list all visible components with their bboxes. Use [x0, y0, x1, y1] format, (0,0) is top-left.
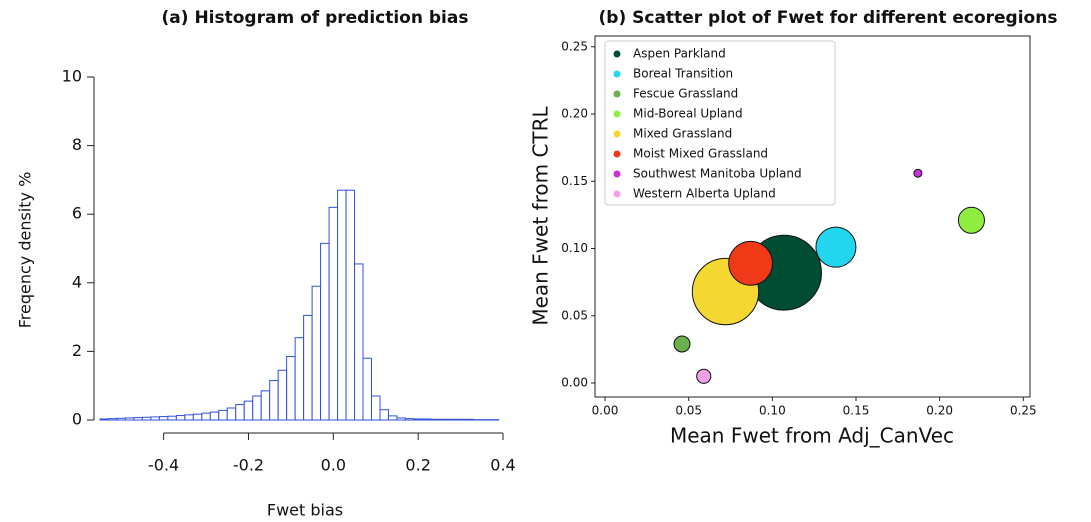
histogram-bar: [99, 418, 109, 421]
legend-marker: [613, 190, 621, 198]
legend-label: Mid-Boreal Upland: [633, 107, 743, 121]
legend-marker: [613, 130, 621, 138]
histogram-bar: [328, 206, 339, 421]
scatter-point: [815, 226, 857, 268]
histogram-bar: [345, 189, 356, 421]
y-axis-label: Freqency density %: [16, 172, 35, 329]
histogram-bar: [175, 415, 186, 421]
histogram-bar: [150, 416, 160, 421]
histogram-bar: [387, 415, 398, 421]
scatter-point: [957, 206, 985, 234]
y-tick-label: 0.25: [561, 39, 588, 53]
histogram-bar: [218, 409, 228, 421]
histogram-bar: [167, 415, 177, 421]
histogram-bar: [421, 418, 432, 421]
x-tick-label: 0.0: [321, 456, 346, 475]
histogram-bar: [303, 314, 313, 421]
x-tick-label: 0.00: [592, 404, 619, 418]
y-tick-label: 0: [72, 410, 82, 429]
legend-marker: [613, 50, 621, 58]
histogram-bar: [438, 418, 449, 421]
plot-frame: [594, 35, 1031, 398]
y-tick-label: 0.15: [561, 174, 588, 188]
x-tick-label: -0.4: [148, 456, 179, 475]
legend-label: Fescue Grassland: [633, 87, 738, 101]
legend-marker: [613, 90, 621, 98]
y-tick-label: 2: [72, 341, 82, 360]
histogram-bar: [192, 413, 203, 421]
y-axis-label: Mean Fwet from CTRL: [529, 105, 553, 325]
x-tick-label: 0.20: [926, 404, 953, 418]
histogram-bar: [354, 263, 364, 421]
legend-label: Aspen Parkland: [633, 47, 726, 61]
x-tick-label: 0.10: [759, 404, 786, 418]
y-tick-label: 10: [62, 67, 82, 86]
histogram-bar: [294, 337, 305, 421]
histogram-bar: [464, 418, 474, 421]
histogram-bar: [362, 357, 372, 421]
legend-label: Southwest Manitoba Upland: [633, 167, 802, 181]
histogram-bar: [116, 417, 126, 421]
scatter-point: [913, 168, 923, 178]
chart-title: (b) Scatter plot of Fwet for different e…: [599, 8, 1058, 28]
histogram-bar: [243, 400, 254, 421]
legend-label: Western Alberta Upland: [633, 187, 776, 201]
histogram-bar: [141, 416, 152, 421]
histogram-bar: [447, 418, 457, 421]
histogram-bar: [396, 417, 406, 421]
y-tick-label: 0.10: [561, 241, 588, 255]
legend-marker: [613, 70, 621, 78]
x-tick-label: 0.15: [843, 404, 870, 418]
y-tick-label: 8: [72, 135, 82, 154]
x-tick-label: -0.2: [233, 456, 264, 475]
histogram-bar: [260, 390, 271, 421]
legend-marker: [613, 170, 621, 178]
histogram-bar: [320, 242, 330, 421]
histogram-bar: [337, 189, 347, 421]
histogram-bar: [209, 411, 220, 421]
x-tick-label: 0.25: [1010, 404, 1037, 418]
histogram-bar: [430, 418, 440, 421]
histogram-bar: [158, 416, 169, 421]
histogram-bar: [379, 409, 389, 421]
histogram-bar: [107, 418, 118, 421]
chart-title: (a) Histogram of prediction bias: [162, 8, 469, 28]
histogram-bar: [252, 395, 262, 421]
scatter-point: [696, 368, 712, 384]
x-axis-label: Mean Fwet from Adj_CanVec: [670, 424, 954, 448]
histogram-bar: [133, 417, 143, 421]
legend-label: Mixed Grassland: [633, 127, 732, 141]
legend-label: Boreal Transition: [633, 67, 733, 81]
y-tick-label: 0.00: [561, 376, 588, 390]
x-tick-label: 0.05: [675, 404, 702, 418]
legend-box: [604, 40, 836, 206]
legend-marker: [613, 150, 621, 158]
histogram-bar: [370, 395, 381, 421]
y-tick-label: 6: [72, 204, 82, 223]
histogram-bar: [184, 414, 194, 421]
scatter-point: [728, 240, 774, 286]
y-tick-label: 4: [72, 272, 82, 291]
legend-marker: [613, 110, 621, 118]
histogram-bar: [455, 418, 466, 421]
histogram-bar: [124, 417, 135, 421]
histogram-bar: [269, 380, 279, 421]
histogram-bar: [311, 285, 322, 421]
histogram-bar: [277, 369, 288, 421]
y-tick-label: 0.20: [561, 107, 588, 121]
x-tick-label: 0.2: [405, 456, 430, 475]
scatter-point: [673, 335, 691, 353]
histogram-bar: [226, 407, 237, 421]
histogram-bar: [413, 418, 423, 421]
x-tick-label: 0.4: [490, 456, 515, 475]
histogram-bar: [201, 412, 211, 421]
legend-label: Moist Mixed Grassland: [633, 147, 768, 161]
histogram-bar: [404, 418, 415, 421]
histogram-bar: [286, 356, 296, 421]
histogram-bar: [235, 404, 245, 421]
y-tick-label: 0.05: [561, 308, 588, 322]
x-axis-label: Fwet bias: [267, 501, 343, 520]
